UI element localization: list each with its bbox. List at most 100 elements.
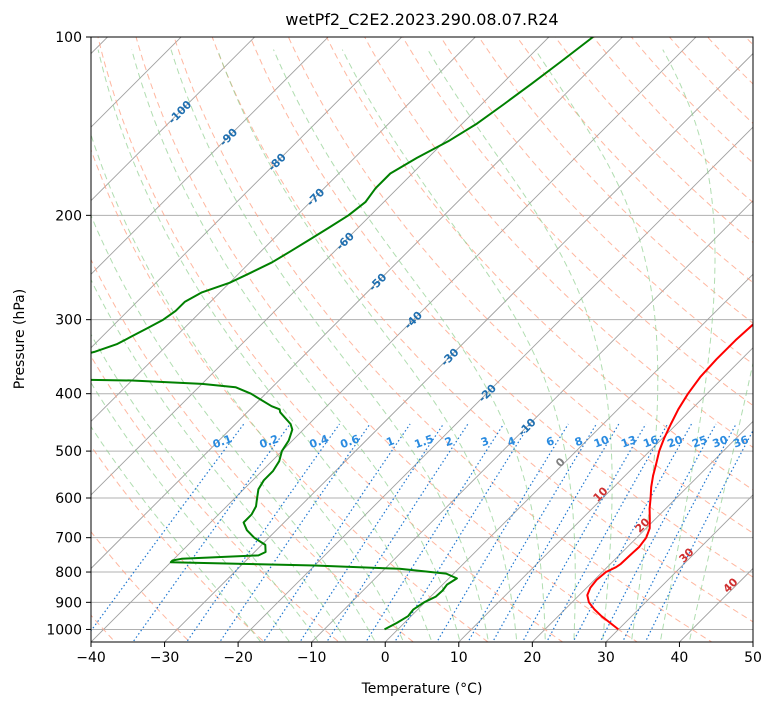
moist-adiabat-0 (91, 133, 405, 642)
mixing-ratio-label: 2 (443, 434, 455, 449)
dry-adiabat-160 (630, 37, 753, 164)
dry-adiabat-200 (757, 10, 775, 654)
mixing-ratio-line (599, 423, 717, 642)
isotherm-label: -40 (402, 308, 425, 331)
x-tick-label: −40 (76, 650, 106, 666)
isotherm--10 (311, 200, 753, 642)
x-tick-label: −30 (150, 650, 180, 666)
moist-adiabat--4 (91, 214, 376, 642)
moist-adiabat--20 (91, 425, 262, 642)
isotherm-20 (531, 420, 753, 642)
isotherm-label: -20 (476, 381, 499, 404)
moist-adiabat-20 (273, 49, 546, 642)
mixing-ratio-line (644, 429, 753, 642)
mixing-ratio-line (394, 423, 531, 642)
mixing-ratio-label: 36 (731, 433, 750, 451)
dry-adiabat-150 (592, 37, 753, 204)
mixing-ratio-label: 1.5 (413, 432, 436, 451)
isotherm--40 (91, 37, 697, 642)
isotherm--130 (0, 10, 61, 654)
background-line-labels: -100-90-80-70-60-50-40-30-20-10010203040… (166, 98, 751, 596)
temperature-line (586, 323, 753, 631)
y-tick-label: 700 (55, 531, 82, 547)
dry-adiabat-190 (744, 37, 753, 46)
mixing-ratio-label: 1 (385, 434, 397, 449)
x-tick-label: −20 (223, 650, 253, 666)
dry-adiabat-70 (287, 37, 753, 534)
isotherm-label: -90 (217, 125, 240, 148)
mixing-ratio-line (521, 423, 647, 642)
dry-adiabat-110 (440, 37, 753, 365)
dry-adiabat-170 (668, 37, 753, 125)
y-tick-label: 300 (55, 313, 82, 329)
mixing-ratio-line (299, 423, 444, 642)
x-tick-label: 10 (450, 650, 468, 666)
x-tick-label: 0 (381, 650, 390, 666)
isotherm-label: -50 (366, 270, 389, 293)
dry-adiabat-label: 30 (677, 545, 697, 565)
mixing-ratio-label: 0.2 (258, 432, 281, 451)
dry-adiabat-label: 40 (721, 575, 741, 595)
y-tick-label: 900 (55, 595, 82, 611)
moist-adiabat-32 (534, 49, 659, 642)
mixing-ratio-label: 0.6 (338, 432, 361, 451)
dry-adiabat-0 (91, 258, 415, 642)
isotherm--110 (91, 37, 182, 128)
plot-frame (90, 36, 754, 643)
mixing-ratio-label: 8 (573, 434, 585, 449)
moist-adiabat-36 (659, 49, 716, 642)
mixing-ratio-label: 6 (544, 434, 556, 449)
mixing-ratio-line (436, 423, 569, 642)
moist-adiabat-28 (427, 49, 613, 642)
mixing-ratio-label: 3 (479, 434, 491, 449)
isotherm-10 (458, 347, 753, 642)
dry-adiabat-10 (91, 148, 489, 642)
y-axis: 100 200 300 400 500 600 700 800 900 1000 (46, 30, 91, 638)
dry-adiabat-40 (173, 37, 713, 642)
moist-adiabat--8 (91, 278, 348, 642)
isotherm-0 (384, 273, 753, 642)
x-tick-label: 20 (523, 650, 541, 666)
y-tick-label: 100 (55, 30, 82, 46)
moist-adiabat-16 (217, 49, 518, 642)
mixing-ratio-line (132, 423, 291, 642)
dry-adiabat--30 (91, 530, 191, 642)
dry-adiabat-180 (706, 37, 753, 85)
mixing-ratio-label: 13 (619, 433, 638, 450)
isotherm--90 (91, 37, 329, 275)
moist-adiabat-12 (170, 49, 489, 642)
moist-adiabat--12 (91, 333, 320, 642)
mixing-ratio-line (491, 423, 620, 642)
isotherm-label: -70 (304, 185, 327, 208)
mixing-ratio-line (621, 423, 737, 642)
mixing-ratio-label: 25 (690, 433, 709, 450)
isotherm--60 (91, 37, 550, 496)
dry-adiabat-80 (326, 37, 753, 491)
dry-adiabat-100 (402, 37, 753, 407)
x-axis-title: Temperature (°C) (361, 681, 483, 697)
mixing-ratio-label: 0.1 (211, 432, 234, 451)
x-tick-label: 30 (597, 650, 615, 666)
dry-adiabat-30 (135, 37, 639, 642)
moist-adiabat-8 (131, 49, 461, 642)
moist-adiabat-24 (341, 49, 576, 642)
x-tick-label: −10 (297, 650, 327, 666)
dry-adiabat-140 (554, 37, 753, 244)
y-axis-title: Pressure (hPa) (12, 289, 28, 389)
isotherm-30 (605, 494, 753, 642)
mixing-ratio-label: 4 (506, 434, 518, 449)
isotherm-label: -80 (266, 150, 289, 173)
moist-adiabat--16 (91, 381, 291, 642)
isotherm--100 (91, 37, 256, 202)
isotherm--20 (237, 126, 753, 642)
x-tick-label: 40 (671, 650, 689, 666)
chart-title: wetPf2_C2E2.2023.290.08.07.R24 (285, 10, 558, 30)
isotherm-label: -100 (166, 98, 195, 127)
x-tick-label: 50 (744, 650, 762, 666)
dewpoint-line (91, 37, 594, 631)
y-tick-label: 800 (55, 565, 82, 581)
plot-background-lines (0, 10, 775, 654)
mixing-ratio-label: 16 (641, 433, 660, 451)
isotherm--80 (91, 37, 403, 349)
